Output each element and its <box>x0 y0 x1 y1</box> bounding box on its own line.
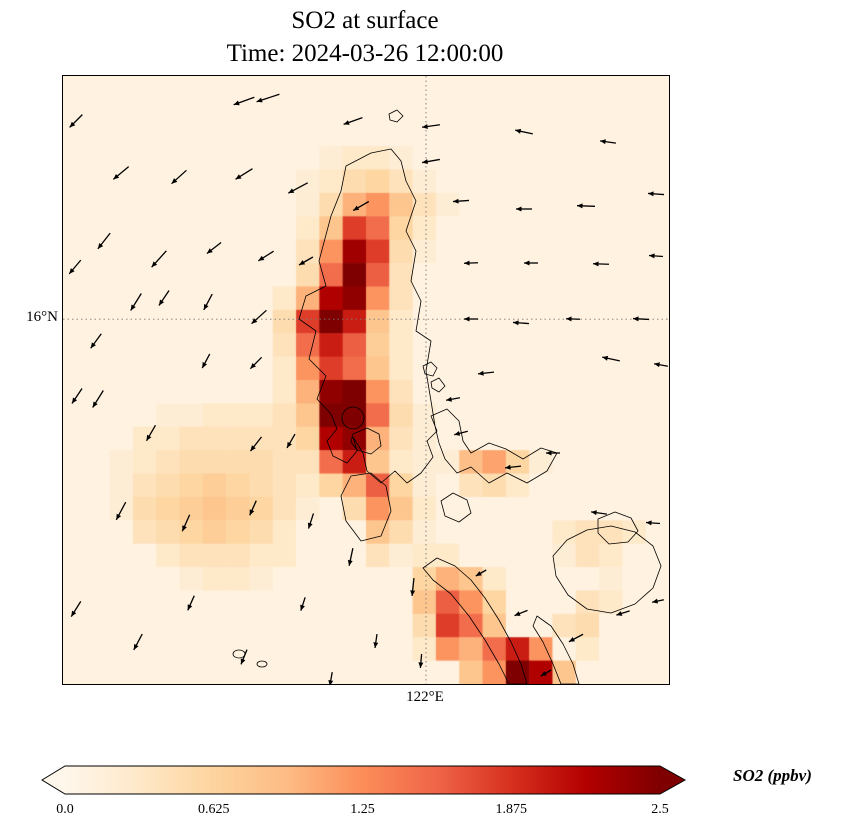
colorbar-tick-0: 0.0 <box>56 802 74 817</box>
map-plot-area <box>62 75 670 685</box>
title-line2: Time: 2024-03-26 12:00:00 <box>226 40 504 67</box>
chart-title: SO2 at surface Time: 2024-03-26 12:00:00 <box>62 4 668 70</box>
title-line1: SO2 at surface <box>291 7 439 34</box>
colorbar-tick-25: 2.5 <box>651 802 669 817</box>
colorbar-gradient-svg <box>41 765 687 795</box>
colorbar-tick-125: 1.25 <box>350 802 375 817</box>
so2-heatmap-canvas <box>63 76 669 684</box>
colorbar-tick-0625: 0.625 <box>198 802 230 817</box>
colorbar-label: SO2 (ppbv) <box>733 766 812 785</box>
x-axis-tick-label: 122°E <box>406 689 444 705</box>
y-axis-tick-label: 16°N <box>26 309 58 325</box>
colorbar: 0.0 0.625 1.25 1.875 2.5 <box>40 764 700 826</box>
map-overlay-svg <box>63 76 669 684</box>
colorbar-tick-1875: 1.875 <box>495 802 528 817</box>
